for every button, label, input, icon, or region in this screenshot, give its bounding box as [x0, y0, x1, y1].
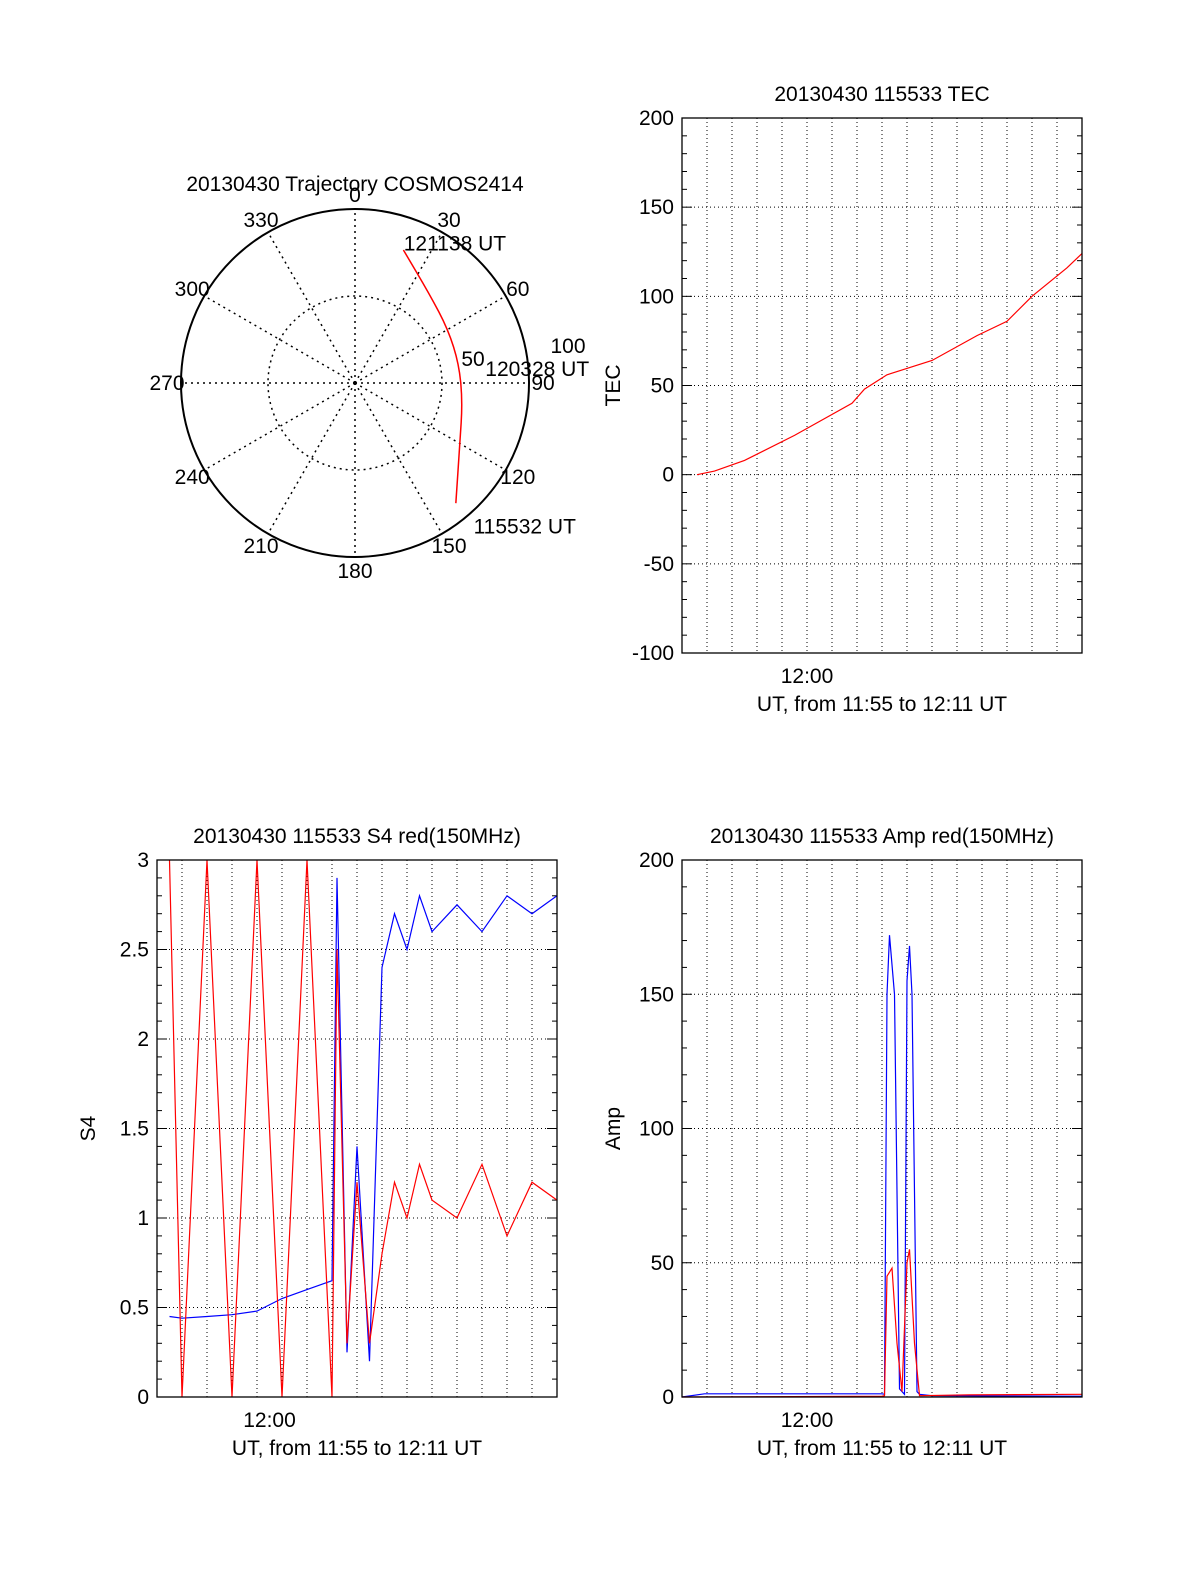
y-tick-label: 50: [651, 1252, 674, 1275]
azimuth-label: 180: [337, 560, 372, 583]
plot-1: 20130430 115533 TEC 200 150 100 50 0 -50 -100 12…: [602, 83, 1083, 716]
azimuth-label: 0: [349, 184, 361, 207]
azimuth-label: 150: [431, 535, 466, 558]
polar-spoke-gridline: [354, 231, 443, 384]
y-axis-label: Amp: [602, 1107, 625, 1150]
azimuth-label: 30: [437, 209, 460, 232]
y-tick-label: 50: [651, 375, 674, 398]
plot-title: 20130430 115533 S4 red(150MHz): [193, 825, 521, 848]
polar-chart: 20130430 Trajectory COSMOS24140306090120…: [149, 173, 589, 583]
series-red-line: [681, 1249, 1083, 1398]
series-red-line: [696, 253, 1083, 476]
azimuth-label: 60: [506, 278, 529, 301]
y-tick-label: 100: [639, 285, 674, 308]
time-label: 120328 UT: [485, 358, 589, 381]
y-tick-label: 0: [137, 1386, 149, 1409]
polar-spoke-gridline: [354, 295, 507, 384]
plot-3: 20130430 115533 Amp red(150MHz) 200 150 100…: [602, 825, 1083, 1460]
y-axis-label: S4: [77, 1115, 100, 1141]
y-tick-label: 100: [639, 1118, 674, 1141]
x-axis-label: UT, from 11:55 to 12:11 UT: [757, 1437, 1007, 1460]
y-tick-label: 1.5: [120, 1118, 149, 1141]
polar-spoke-gridline: [354, 382, 507, 471]
x-tick-label: 12:00: [781, 665, 834, 688]
polar-ring-gridline: [267, 295, 443, 471]
y-tick-label: 2.5: [120, 939, 149, 962]
azimuth-label: 240: [175, 466, 210, 489]
series-red-line: [168, 859, 558, 1398]
azimuth-label: 300: [175, 278, 210, 301]
time-label: 121138 UT: [404, 233, 507, 256]
y-tick-label: 2: [137, 1028, 149, 1051]
x-tick-label: 12:00: [243, 1409, 296, 1432]
y-tick-label: 0: [662, 464, 674, 487]
polar-spoke-gridline: [203, 382, 356, 471]
y-tick-label: 150: [639, 983, 674, 1006]
y-tick-label: 0.5: [120, 1297, 149, 1320]
azimuth-label: 210: [243, 535, 278, 558]
azimuth-label: 90: [531, 372, 554, 395]
y-tick-label: -50: [644, 553, 674, 576]
x-tick-label: 12:00: [781, 1409, 834, 1432]
y-tick-label: 1: [137, 1207, 149, 1230]
series-blue-line: [169, 877, 558, 1362]
polar-spoke-gridline: [267, 231, 356, 384]
plot-title: 20130430 115533 Amp red(150MHz): [710, 825, 1054, 848]
time-label: 115532 UT: [474, 516, 577, 539]
azimuth-label: 270: [149, 372, 184, 395]
y-axis-label: TEC: [602, 365, 625, 407]
y-tick-label: 150: [639, 196, 674, 219]
azimuth-label: 330: [243, 209, 278, 232]
ring-label: 100: [550, 335, 585, 358]
x-axis-label: UT, from 11:55 to 12:11 UT: [757, 693, 1007, 716]
y-tick-label: 200: [639, 849, 674, 872]
y-tick-label: 3: [137, 849, 149, 872]
plot-frame: [681, 117, 1083, 654]
polar-title: 20130430 Trajectory COSMOS2414: [186, 173, 524, 196]
polar-outer-ring: [180, 208, 530, 558]
x-axis-label: UT, from 11:55 to 12:11 UT: [232, 1437, 482, 1460]
plot-2: 20130430 115533 S4 red(150MHz) 3 2.5 2 1.5 1 0…: [77, 825, 558, 1460]
trajectory-track: [402, 249, 463, 504]
ring-label: 50: [461, 348, 484, 371]
y-tick-label: 200: [639, 107, 674, 130]
azimuth-label: 120: [500, 466, 535, 489]
plot-frame: [681, 859, 1083, 1398]
y-tick-label: -100: [632, 642, 674, 665]
y-tick-label: 0: [662, 1386, 674, 1409]
polar-spoke-gridline: [354, 382, 443, 535]
plot-frame: [156, 859, 558, 1398]
polar-spoke-gridline: [267, 382, 356, 535]
plot-title: 20130430 115533 TEC: [774, 83, 989, 106]
polar-spoke-gridline: [203, 295, 356, 384]
